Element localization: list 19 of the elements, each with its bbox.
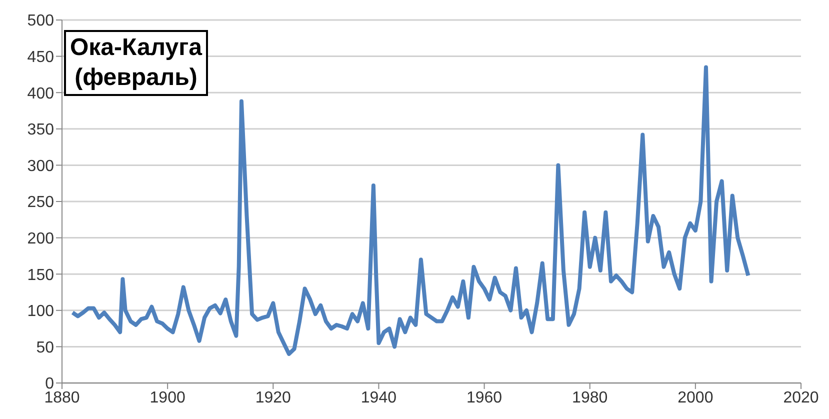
y-tick-label: 250 bbox=[27, 194, 54, 212]
y-tick-label: 150 bbox=[27, 266, 54, 284]
y-tick-label: 50 bbox=[36, 339, 54, 356]
y-tick-label: 450 bbox=[27, 48, 54, 66]
y-tick-label: 200 bbox=[27, 230, 54, 248]
text: Ока-Калуга (февраль) bbox=[64, 30, 208, 96]
x-tick-label: 1940 bbox=[360, 389, 397, 406]
line-series bbox=[70, 65, 750, 356]
y-tick-label: 500 bbox=[27, 12, 54, 30]
x-tick-label: 1920 bbox=[255, 389, 292, 406]
y-tick-label: 100 bbox=[27, 303, 54, 320]
y-tick-label: 400 bbox=[27, 85, 54, 102]
x-tick-label: 1980 bbox=[572, 389, 608, 406]
x-tick-label: 2000 bbox=[678, 389, 714, 406]
y-tick-label: 350 bbox=[27, 122, 54, 139]
y-tick-label: 300 bbox=[27, 158, 54, 175]
x-tick-label: 1960 bbox=[466, 389, 502, 406]
x-tick-label: 1900 bbox=[150, 389, 186, 406]
x-tick-label: 2020 bbox=[783, 389, 819, 406]
